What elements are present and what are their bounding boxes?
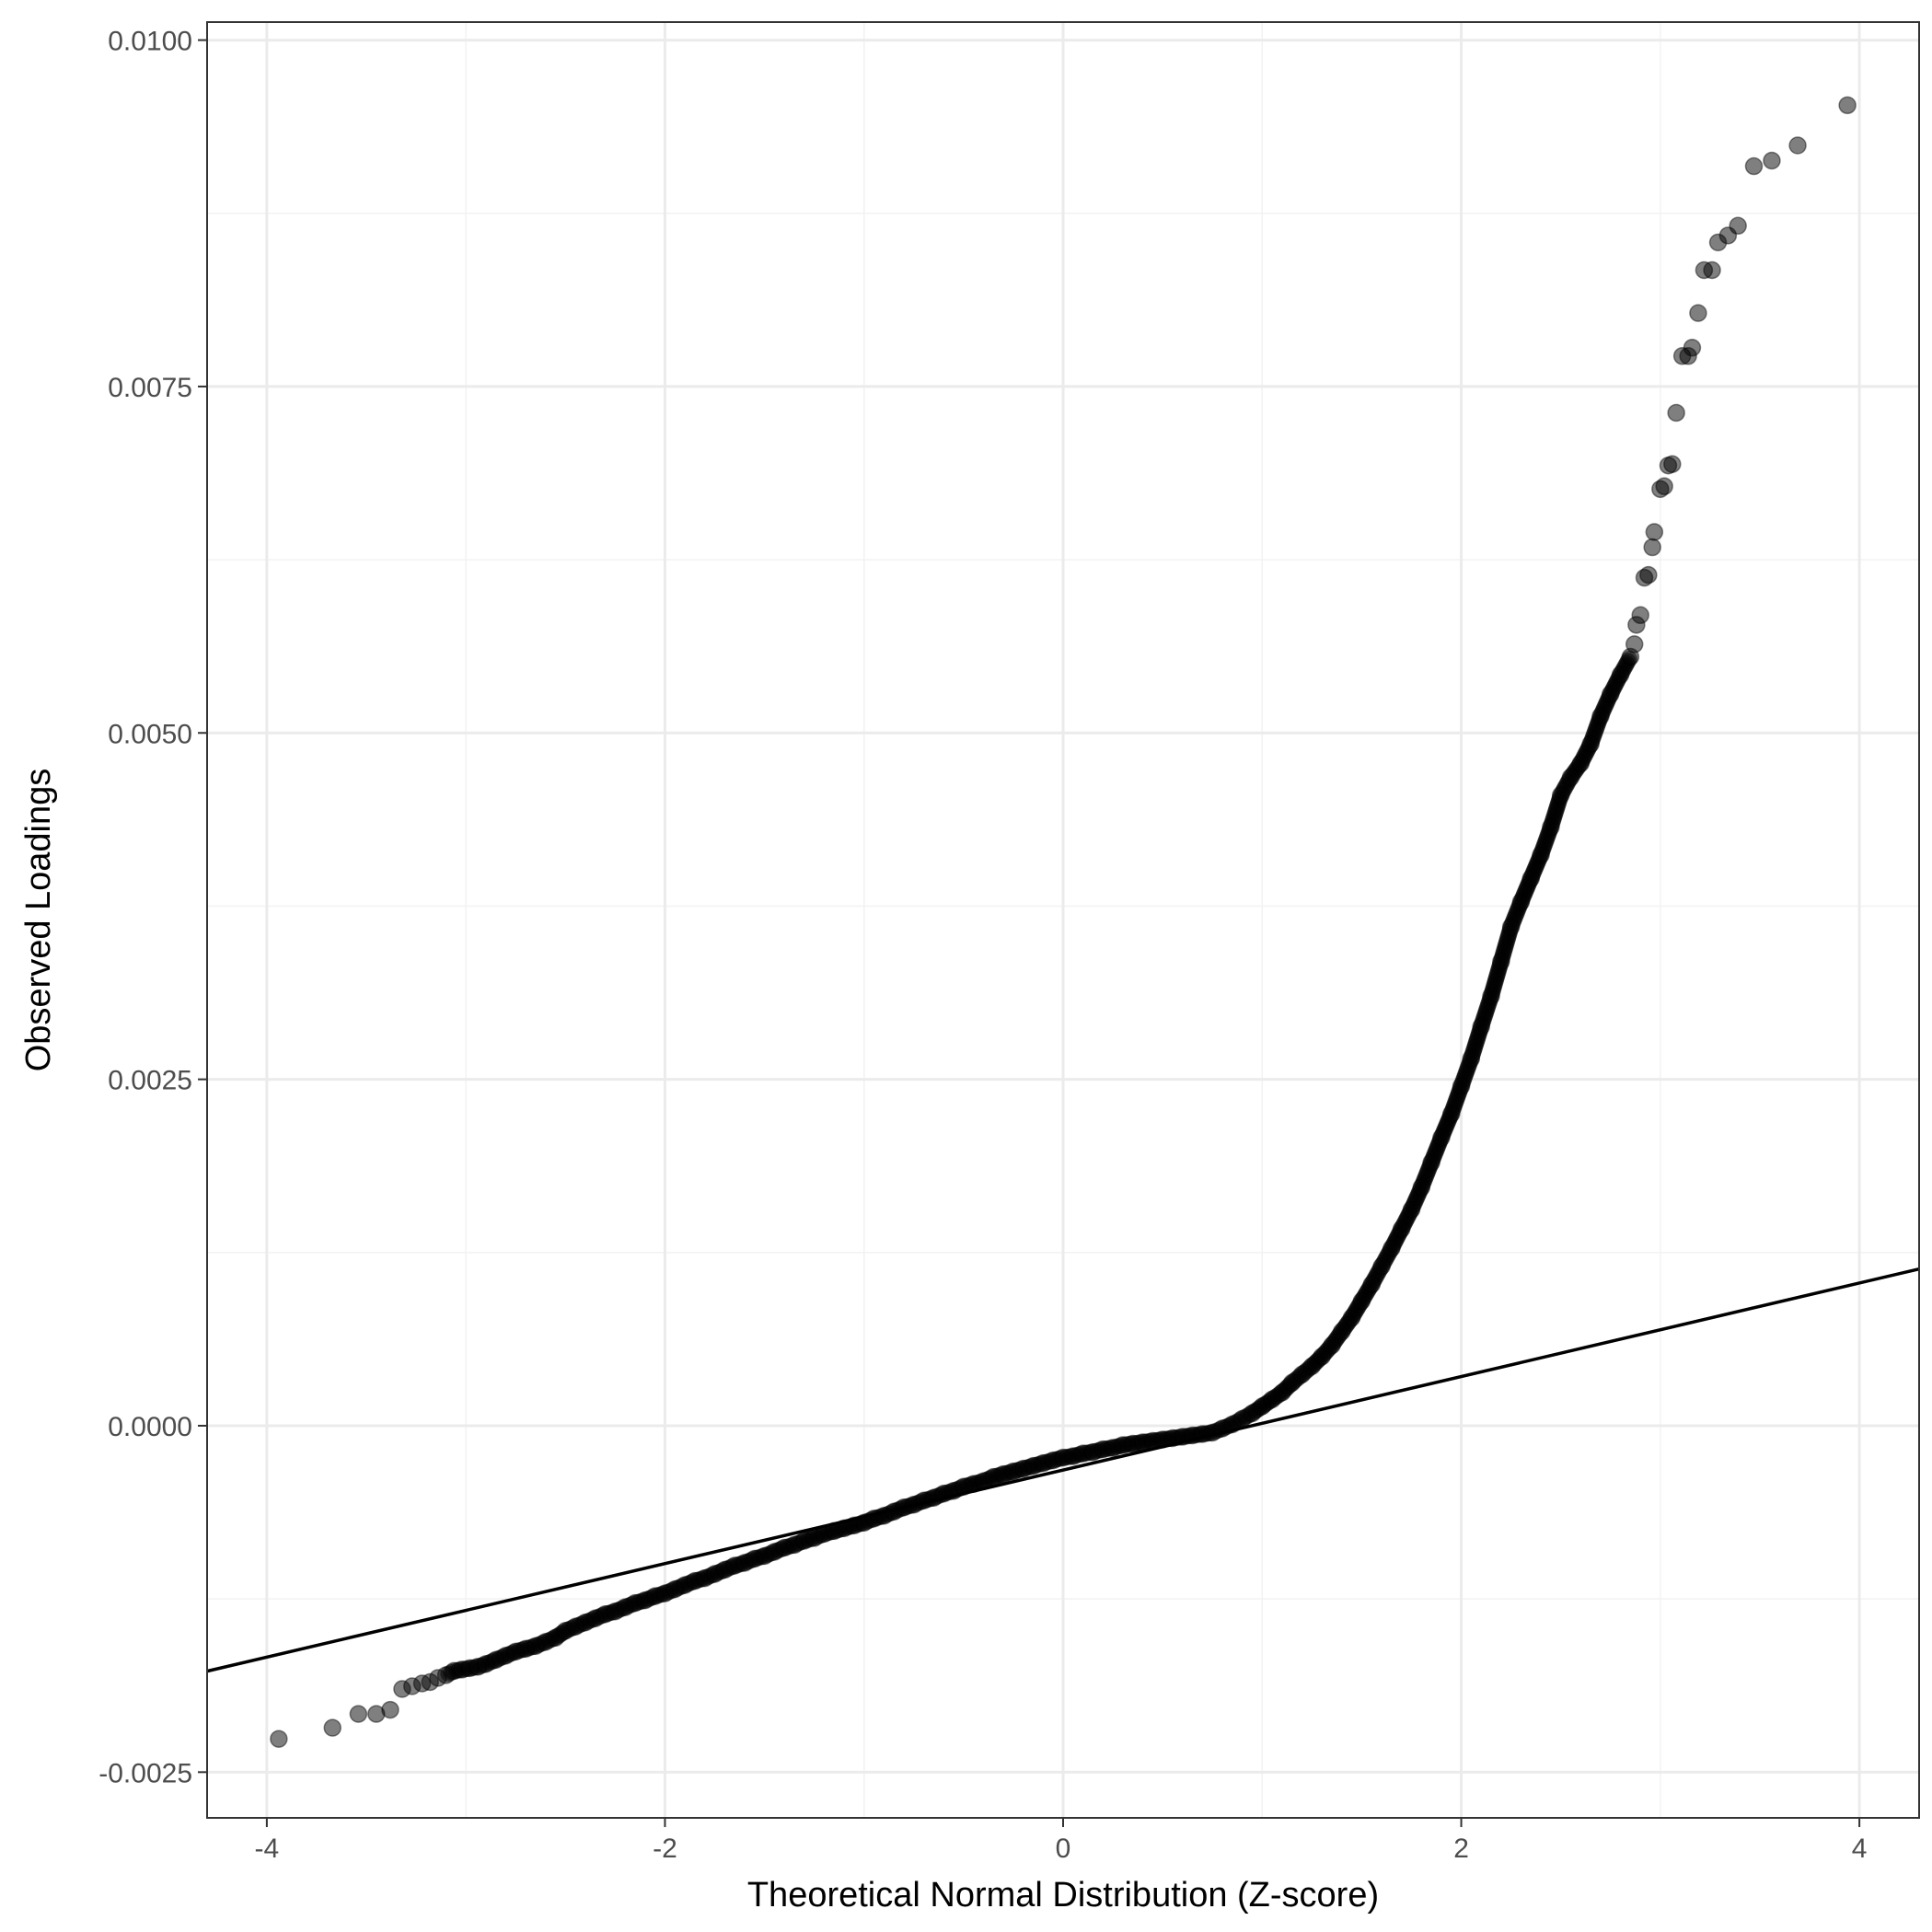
reference-line-group bbox=[206, 1267, 1920, 1673]
x-tick-label: -4 bbox=[255, 1834, 280, 1864]
data-point bbox=[1703, 260, 1721, 280]
x-tick-label: 2 bbox=[1453, 1834, 1469, 1864]
data-point bbox=[1729, 216, 1747, 236]
y-tick-label: 0.0100 bbox=[108, 27, 192, 57]
data-point bbox=[1625, 635, 1644, 654]
data-point bbox=[1689, 304, 1707, 322]
data-point bbox=[1744, 156, 1764, 176]
x-tick-label: -2 bbox=[653, 1834, 677, 1864]
data-points bbox=[270, 96, 1857, 1748]
data-point bbox=[1838, 96, 1857, 115]
data-point bbox=[323, 1718, 342, 1737]
data-point bbox=[1655, 477, 1673, 496]
data-point bbox=[1788, 136, 1807, 155]
y-axis-ticks: -0.0025 0.0000 0.0025 0.0050 0.0075 0.0100 bbox=[98, 27, 207, 1788]
data-point bbox=[1763, 151, 1781, 170]
data-point bbox=[381, 1700, 399, 1719]
y-tick-label: 0.0050 bbox=[108, 719, 192, 749]
y-tick-label: 0.0025 bbox=[108, 1066, 192, 1096]
data-point bbox=[1663, 455, 1682, 473]
x-tick-label: 4 bbox=[1852, 1834, 1868, 1864]
y-axis-title: Observed Loadings bbox=[19, 769, 58, 1072]
y-tick-label: 0.0075 bbox=[108, 373, 192, 403]
reference-line bbox=[206, 1267, 1920, 1673]
data-point bbox=[1667, 403, 1685, 422]
data-point bbox=[1643, 538, 1661, 557]
data-point bbox=[1683, 339, 1702, 357]
x-axis-ticks: -4 -2 0 2 4 bbox=[255, 1818, 1868, 1864]
y-tick-label: 0.0000 bbox=[108, 1412, 192, 1442]
y-tick-label: -0.0025 bbox=[98, 1758, 192, 1788]
data-point bbox=[270, 1730, 288, 1748]
data-point bbox=[1645, 523, 1664, 541]
major-gridlines bbox=[207, 22, 1919, 1818]
x-axis-title: Theoretical Normal Distribution (Z-score… bbox=[747, 1876, 1379, 1915]
data-point bbox=[1639, 565, 1658, 584]
data-point bbox=[349, 1705, 368, 1723]
data-point bbox=[1631, 606, 1649, 625]
x-tick-label: 0 bbox=[1056, 1834, 1071, 1864]
